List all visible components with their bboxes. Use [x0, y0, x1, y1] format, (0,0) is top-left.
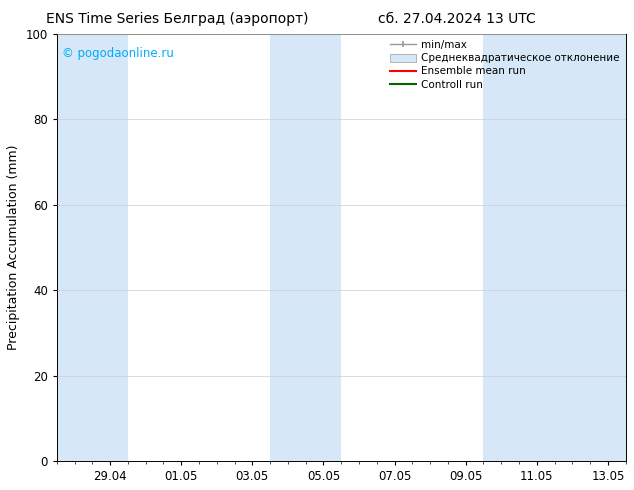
- Bar: [57, 34, 128, 461]
- Bar: [484, 34, 626, 461]
- Legend: min/max, Среднеквадратическое отклонение, Ensemble mean run, Controll run: min/max, Среднеквадратическое отклонение…: [385, 36, 624, 94]
- Text: сб. 27.04.2024 13 UTC: сб. 27.04.2024 13 UTC: [378, 12, 535, 26]
- Bar: [270, 34, 341, 461]
- Y-axis label: Precipitation Accumulation (mm): Precipitation Accumulation (mm): [7, 145, 20, 350]
- Text: © pogodaonline.ru: © pogodaonline.ru: [63, 47, 174, 60]
- Text: ENS Time Series Белград (аэропорт): ENS Time Series Белград (аэропорт): [46, 12, 309, 26]
